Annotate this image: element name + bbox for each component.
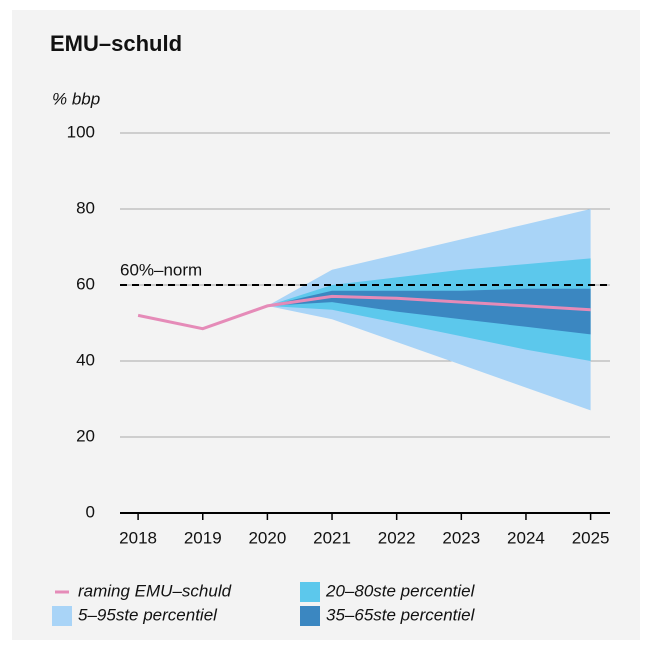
- x-tick-label: 2022: [378, 528, 416, 547]
- x-tick-label: 2019: [184, 528, 222, 547]
- reference-label: 60%–norm: [120, 260, 202, 279]
- legend-label: 35–65ste percentiel: [326, 605, 476, 624]
- x-tick-label: 2018: [119, 528, 157, 547]
- legend-label: 20–80ste percentiel: [325, 581, 476, 600]
- line: [137, 294, 591, 331]
- x-tick-label: 2024: [507, 528, 545, 547]
- y-tick-label: 0: [86, 502, 95, 521]
- legend-label: raming EMU–schuld: [78, 581, 232, 600]
- x-tick-label: 2025: [572, 528, 610, 547]
- x-tick-label: 2023: [442, 528, 480, 547]
- band: [267, 288, 591, 335]
- legend-label: 5–95ste percentiel: [78, 605, 218, 624]
- y-tick-label: 100: [67, 122, 95, 141]
- x-tick-label: 2021: [313, 528, 351, 547]
- y-tick-label: 80: [76, 198, 95, 217]
- y-axis-label: % bbp: [52, 89, 100, 108]
- y-tick-label: 60: [76, 274, 95, 293]
- y-tick-label: 40: [76, 350, 95, 369]
- legend-swatch: [300, 582, 320, 602]
- x-tick-label: 2020: [248, 528, 286, 547]
- legend-swatch: [52, 606, 72, 626]
- y-tick-label: 20: [76, 426, 95, 445]
- chart-title: EMU–schuld: [50, 31, 182, 56]
- legend-swatch: [300, 606, 320, 626]
